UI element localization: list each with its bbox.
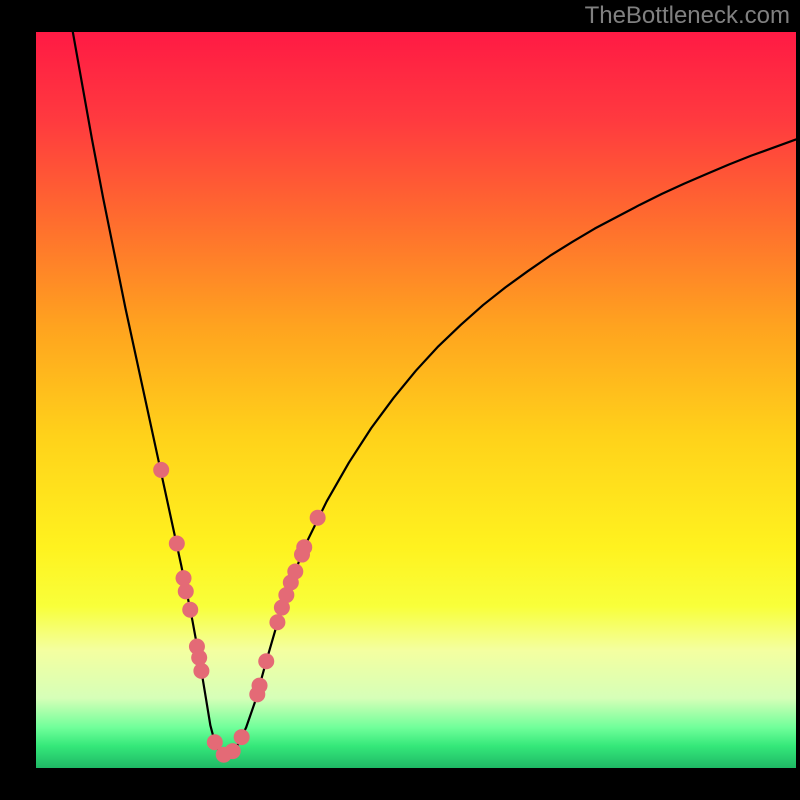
data-point: [296, 539, 312, 555]
data-point: [153, 462, 169, 478]
data-point: [269, 614, 285, 630]
data-point: [287, 563, 303, 579]
watermark-text: TheBottleneck.com: [585, 2, 790, 30]
data-point: [258, 653, 274, 669]
data-point: [310, 510, 326, 526]
data-point: [252, 678, 268, 694]
data-point: [169, 536, 185, 552]
plot-area: [36, 32, 796, 768]
data-point: [234, 729, 250, 745]
chart-svg: [36, 32, 796, 768]
data-point: [178, 583, 194, 599]
data-point: [182, 602, 198, 618]
data-point: [193, 663, 209, 679]
data-point: [225, 743, 241, 759]
gradient-background: [36, 32, 796, 768]
chart-container: TheBottleneck.com: [0, 0, 800, 800]
